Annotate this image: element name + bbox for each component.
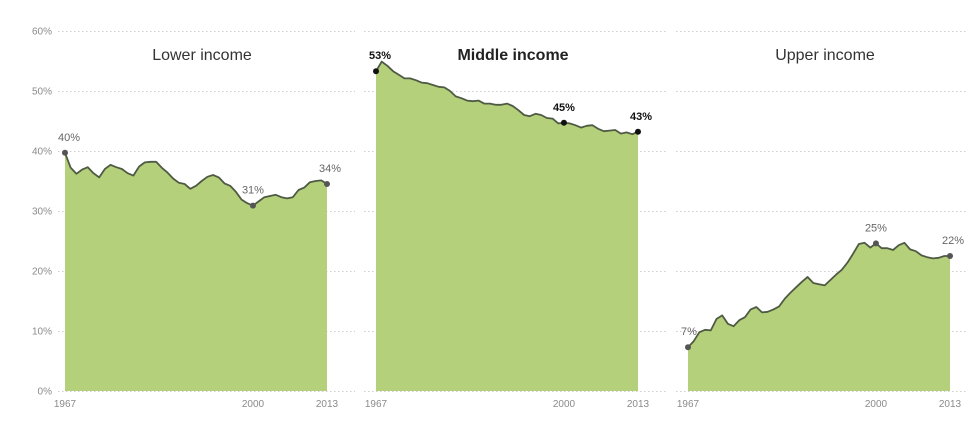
- data-point-1967: [373, 68, 379, 75]
- y-tick-label: 50%: [32, 87, 52, 98]
- x-tick-label: 2000: [553, 399, 576, 410]
- y-tick-label: 20%: [32, 267, 52, 278]
- area-fill: [65, 152, 327, 391]
- series-line: [375, 60, 639, 136]
- panel-middle-income: Middle income 53% 45% 43% 1967 2000 2013: [364, 31, 667, 410]
- data-point-2000: [872, 240, 879, 247]
- panel-lower-income: Lower income 40% 31% 34% 1967 2000 2013: [54, 31, 355, 410]
- data-point-2013: [635, 128, 641, 135]
- data-label-2013: 34%: [319, 163, 341, 175]
- y-tick-label: 30%: [32, 207, 52, 218]
- data-label-1967: 53%: [369, 50, 391, 62]
- x-tick-label: 2013: [939, 399, 962, 410]
- y-tick-label: 40%: [32, 147, 52, 158]
- y-tick-label: 0%: [38, 387, 53, 398]
- data-label-2000: 31%: [242, 185, 264, 197]
- panel-upper-income: Upper income 7% 25% 22% 1967 2000 2013: [676, 31, 968, 410]
- y-tick-label: 60%: [32, 27, 52, 38]
- panel-title: Upper income: [775, 47, 875, 64]
- series-line: [687, 241, 950, 348]
- x-tick-label: 1967: [54, 399, 77, 410]
- data-point-2000: [560, 119, 567, 126]
- y-tick-label: 10%: [32, 327, 52, 338]
- x-tick-label: 2013: [627, 399, 650, 410]
- data-point-2013: [947, 253, 953, 259]
- data-label-2013: 22%: [942, 235, 964, 247]
- data-label-2013: 43%: [630, 111, 652, 123]
- x-tick-label: 2013: [316, 399, 339, 410]
- area-fill: [376, 61, 638, 391]
- x-tick-label: 1967: [365, 399, 388, 410]
- data-label-1967: 40%: [58, 132, 80, 144]
- area-fill: [688, 242, 950, 391]
- data-label-1967: 7%: [681, 326, 697, 338]
- data-point-1967: [62, 149, 68, 156]
- data-point-2000: [249, 202, 256, 209]
- x-tick-label: 1967: [677, 399, 700, 410]
- data-point-1967: [685, 344, 691, 351]
- series-line: [64, 152, 328, 207]
- x-tick-label: 2000: [865, 399, 888, 410]
- x-tick-label: 2000: [242, 399, 265, 410]
- panel-title: Lower income: [152, 47, 252, 64]
- data-point-2013: [324, 181, 330, 187]
- data-label-2000: 45%: [553, 102, 575, 114]
- data-label-2000: 25%: [865, 222, 887, 234]
- panel-title: Middle income: [457, 47, 568, 64]
